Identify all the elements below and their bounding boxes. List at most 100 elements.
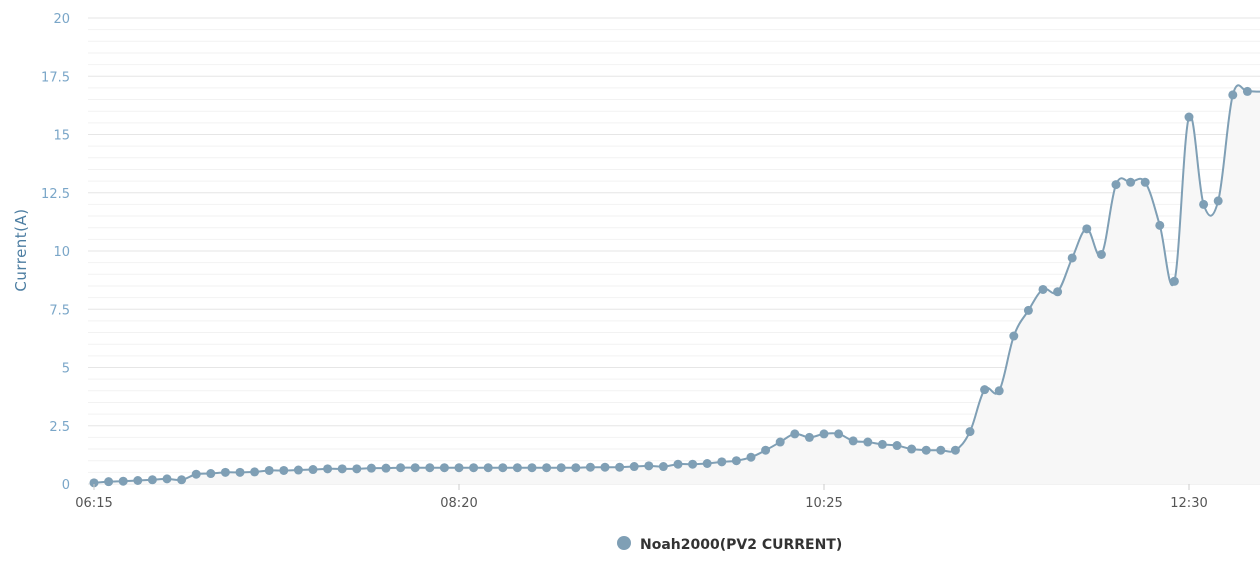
- data-point[interactable]: [89, 478, 99, 488]
- data-point[interactable]: [1111, 180, 1121, 190]
- data-point[interactable]: [921, 445, 931, 455]
- x-tick-label: 08:20: [440, 496, 477, 511]
- data-point[interactable]: [585, 462, 595, 472]
- data-point[interactable]: [396, 463, 406, 473]
- data-point[interactable]: [717, 457, 727, 467]
- data-point[interactable]: [133, 476, 143, 486]
- data-point[interactable]: [1067, 253, 1077, 263]
- data-point[interactable]: [615, 462, 625, 472]
- data-point[interactable]: [1126, 177, 1136, 187]
- data-point[interactable]: [688, 459, 698, 469]
- data-point[interactable]: [542, 463, 552, 473]
- data-point[interactable]: [454, 463, 464, 473]
- x-axis-ticks: 06:15 08:20 10:25 12:30: [75, 484, 1208, 511]
- data-point[interactable]: [104, 477, 114, 487]
- data-point[interactable]: [162, 474, 172, 484]
- data-point[interactable]: [819, 429, 829, 439]
- y-tick-label: 7.5: [49, 303, 70, 318]
- data-point[interactable]: [308, 465, 318, 475]
- data-point[interactable]: [366, 463, 376, 473]
- data-point[interactable]: [1038, 284, 1048, 294]
- data-point[interactable]: [279, 465, 289, 475]
- data-point[interactable]: [235, 467, 245, 477]
- data-point[interactable]: [556, 463, 566, 473]
- y-tick-label: 15: [53, 129, 70, 144]
- data-point[interactable]: [775, 437, 785, 447]
- data-point[interactable]: [425, 463, 435, 473]
- data-point[interactable]: [936, 445, 946, 455]
- data-point[interactable]: [381, 463, 391, 473]
- data-point[interactable]: [1009, 331, 1019, 341]
- data-point[interactable]: [337, 464, 347, 474]
- data-point[interactable]: [1184, 112, 1194, 122]
- legend-label: Noah2000(PV2 CURRENT): [640, 537, 842, 553]
- data-point[interactable]: [191, 469, 201, 479]
- data-point[interactable]: [673, 459, 683, 469]
- data-point[interactable]: [892, 441, 902, 451]
- series-area: [94, 85, 1260, 484]
- data-point[interactable]: [118, 476, 128, 486]
- x-tick-label: 06:15: [75, 496, 112, 511]
- data-point[interactable]: [206, 469, 216, 479]
- data-point[interactable]: [1199, 199, 1209, 209]
- data-point[interactable]: [600, 462, 610, 472]
- data-point[interactable]: [804, 432, 814, 442]
- data-point[interactable]: [1155, 220, 1165, 230]
- data-point[interactable]: [1169, 276, 1179, 286]
- data-point[interactable]: [1213, 196, 1223, 206]
- data-point[interactable]: [527, 463, 537, 473]
- y-tick-label: 2.5: [49, 420, 70, 435]
- data-point[interactable]: [1140, 177, 1150, 187]
- data-point[interactable]: [293, 465, 303, 475]
- data-point[interactable]: [410, 463, 420, 473]
- data-point[interactable]: [980, 385, 990, 395]
- y-tick-label: 0: [62, 478, 70, 493]
- data-point[interactable]: [907, 444, 917, 454]
- data-point[interactable]: [644, 461, 654, 471]
- data-point[interactable]: [848, 436, 858, 446]
- x-tick-label: 10:25: [805, 496, 842, 511]
- y-axis-title: Current(A): [12, 208, 30, 291]
- data-point[interactable]: [746, 452, 756, 462]
- data-point[interactable]: [731, 456, 741, 466]
- data-point[interactable]: [658, 462, 668, 472]
- data-point[interactable]: [877, 439, 887, 449]
- data-point[interactable]: [950, 445, 960, 455]
- data-point[interactable]: [629, 462, 639, 472]
- data-point[interactable]: [571, 463, 581, 473]
- data-point[interactable]: [1053, 287, 1063, 297]
- data-point[interactable]: [761, 445, 771, 455]
- series-area-fill: [94, 85, 1260, 484]
- data-point[interactable]: [834, 429, 844, 439]
- data-point[interactable]: [1082, 224, 1092, 234]
- y-tick-label: 10: [53, 245, 70, 260]
- y-axis-ticks: 0 2.5 5 7.5 10 12.5 15 17.5 20: [41, 12, 70, 493]
- data-point[interactable]: [1096, 249, 1106, 259]
- data-point[interactable]: [1023, 305, 1033, 315]
- data-point[interactable]: [147, 475, 157, 485]
- data-point[interactable]: [220, 467, 230, 477]
- data-point[interactable]: [863, 437, 873, 447]
- data-point[interactable]: [264, 465, 274, 475]
- data-point[interactable]: [965, 427, 975, 437]
- data-point[interactable]: [352, 464, 362, 474]
- data-point[interactable]: [439, 463, 449, 473]
- data-point[interactable]: [177, 475, 187, 485]
- data-point[interactable]: [994, 386, 1004, 396]
- data-point[interactable]: [702, 458, 712, 468]
- y-tick-label: 17.5: [41, 70, 70, 85]
- data-point[interactable]: [483, 463, 493, 473]
- data-point[interactable]: [512, 463, 522, 473]
- data-point[interactable]: [323, 464, 333, 474]
- data-point[interactable]: [469, 463, 479, 473]
- data-point[interactable]: [790, 429, 800, 439]
- data-point[interactable]: [498, 463, 508, 473]
- x-tick-label: 12:30: [1170, 496, 1207, 511]
- data-point[interactable]: [1242, 86, 1252, 96]
- data-point[interactable]: [250, 467, 260, 477]
- legend[interactable]: Noah2000(PV2 CURRENT): [617, 536, 842, 553]
- data-point[interactable]: [1228, 90, 1238, 100]
- y-tick-label: 5: [62, 362, 70, 377]
